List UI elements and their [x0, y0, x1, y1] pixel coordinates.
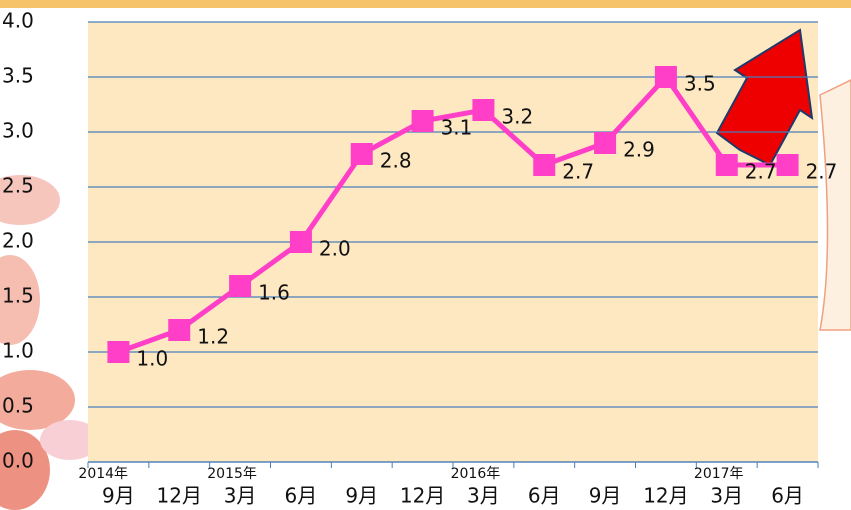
- value-label: 3.2: [501, 105, 533, 129]
- y-tick-label: 1.0: [2, 339, 34, 363]
- value-label: 1.0: [136, 347, 168, 371]
- year-label: 2015年: [207, 466, 257, 482]
- value-label: 2.9: [623, 138, 655, 162]
- value-label: 1.6: [258, 281, 290, 305]
- marker: [777, 154, 799, 176]
- top-band: [0, 0, 851, 8]
- value-label: 3.1: [441, 116, 473, 140]
- x-tick-label: 6月: [771, 484, 804, 508]
- x-tick-label: 9月: [102, 484, 135, 508]
- chart: 0.0 0.5 1.0 1.5 2.0 2.5 3.0 3.5 4.0 9月 2014年 12月 3月 2…: [0, 0, 851, 510]
- y-tick-label: 2.0: [2, 229, 34, 253]
- x-tick-label: 3月: [467, 484, 500, 508]
- value-label: 3.5: [684, 72, 716, 96]
- x-tick-label: 6月: [528, 484, 561, 508]
- marker: [412, 110, 434, 132]
- value-label: 2.7: [745, 160, 777, 184]
- y-tick-label: 1.5: [2, 284, 34, 308]
- year-label: 2017年: [694, 466, 744, 482]
- value-label: 2.7: [806, 160, 838, 184]
- value-label: 2.0: [319, 237, 351, 261]
- year-label: 2016年: [451, 466, 501, 482]
- value-label: 2.8: [380, 149, 412, 173]
- y-tick-label: 4.0: [2, 9, 34, 33]
- value-label: 1.2: [197, 325, 229, 349]
- y-tick-label: 0.0: [2, 449, 34, 473]
- x-tick-label: 12月: [157, 484, 202, 508]
- x-tick-label: 3月: [710, 484, 743, 508]
- marker: [716, 154, 738, 176]
- x-tick-label: 6月: [285, 484, 318, 508]
- y-tick-label: 0.5: [2, 394, 34, 418]
- marker: [107, 341, 129, 363]
- page: {"chart_data": {"type": "line", "categor…: [0, 0, 851, 510]
- marker: [472, 99, 494, 121]
- marker: [533, 154, 555, 176]
- callout-shape: [820, 80, 851, 330]
- x-tick-label: 3月: [224, 484, 257, 508]
- y-tick-label: 3.0: [2, 119, 34, 143]
- value-label: 2.7: [562, 160, 594, 184]
- marker: [290, 231, 312, 253]
- marker: [594, 132, 616, 154]
- x-tick-label: 12月: [400, 484, 445, 508]
- y-tick-label: 2.5: [2, 174, 34, 198]
- marker: [655, 66, 677, 88]
- x-tick-label: 9月: [345, 484, 378, 508]
- x-tick-label: 12月: [643, 484, 688, 508]
- year-label: 2014年: [78, 466, 128, 482]
- x-tick-label: 9月: [589, 484, 622, 508]
- marker: [168, 319, 190, 341]
- marker: [351, 143, 373, 165]
- y-tick-label: 3.5: [2, 64, 34, 88]
- marker: [229, 275, 251, 297]
